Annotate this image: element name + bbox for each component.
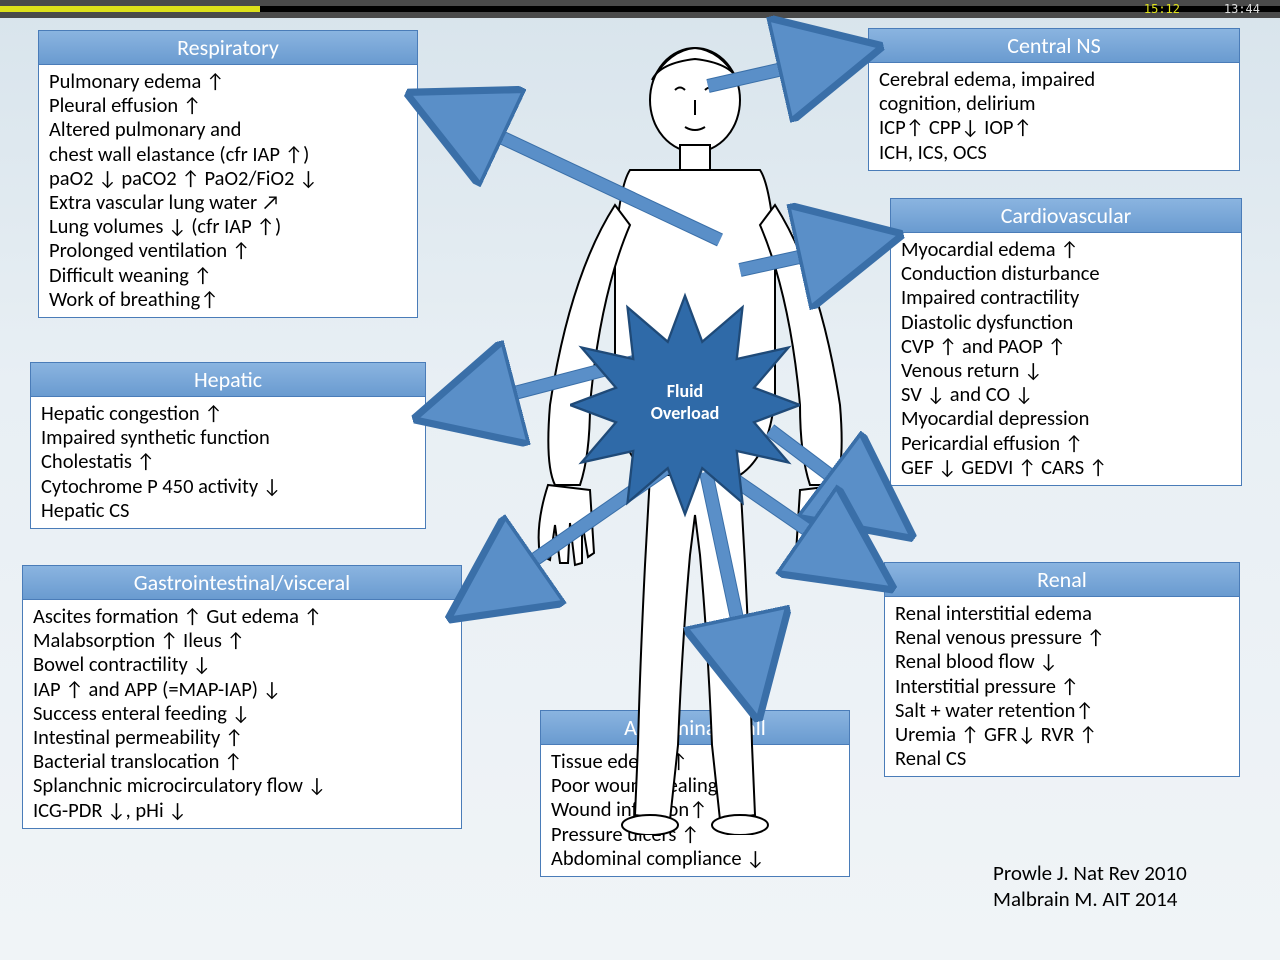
panel-line: Hepatic CS [41,498,415,522]
panel-header-renal: Renal [885,563,1239,597]
panel-line: Pulmonary edema ↑ [49,69,407,93]
citation-line: Malbrain M. AIT 2014 [993,886,1187,912]
panel-header-cardiovascular: Cardiovascular [891,199,1241,233]
panel-line: Renal CS [895,746,1229,770]
panel-header-hepatic: Hepatic [31,363,425,397]
panel-line: Pericardial effusion ↑ [901,431,1231,455]
panel-line: Bowel contractility ↓ [33,652,451,676]
fluid-overload-burst [570,290,800,520]
elapsed-time: 15:12 [1144,2,1180,16]
panel-line: ICG-PDR ↓, pHi ↓ [33,798,451,822]
panel-line: Pleural effusion ↑ [49,93,407,117]
panel-line: Myocardial edema ↑ [901,237,1231,261]
panel-line: Success enteral feeding ↓ [33,701,451,725]
panel-line: Renal interstitial edema [895,601,1229,625]
panel-line: Diastolic dysfunction [901,310,1231,334]
panel-line: Interstitial pressure ↑ [895,674,1229,698]
panel-line: ICH, ICS, OCS [879,140,1229,164]
panel-hepatic: Hepatic Hepatic congestion ↑Impaired syn… [30,362,426,529]
panel-line: Ascites formation ↑ Gut edema ↑ [33,604,451,628]
panel-line: Renal venous pressure ↑ [895,625,1229,649]
panel-line: Hepatic congestion ↑ [41,401,415,425]
panel-line: chest wall elastance (cfr IAP ↑) [49,142,407,166]
panel-line: Work of breathing↑ [49,287,407,311]
clock-time: 13:44 [1224,2,1260,16]
panel-line: Difficult weaning ↑ [49,263,407,287]
panel-line: Lung volumes ↓ (cfr IAP ↑) [49,214,407,238]
panel-line: SV ↓ and CO ↓ [901,382,1231,406]
panel-body-cardiovascular: Myocardial edema ↑Conduction disturbance… [891,233,1241,485]
citation-line: Prowle J. Nat Rev 2010 [993,860,1187,886]
panel-gi: Gastrointestinal/visceral Ascites format… [22,565,462,829]
panel-line: GEF ↓ GEDVI ↑ CARS ↑ [901,455,1231,479]
panel-renal: Renal Renal interstitial edemaRenal veno… [884,562,1240,777]
panel-line: Impaired synthetic function [41,425,415,449]
panel-body-gi: Ascites formation ↑ Gut edema ↑Malabsorp… [23,600,461,828]
panel-cardiovascular: Cardiovascular Myocardial edema ↑Conduct… [890,198,1242,486]
panel-cns: Central NS Cerebral edema, impairedcogni… [868,28,1240,171]
panel-line: Conduction disturbance [901,261,1231,285]
panel-line: Cholestatis ↑ [41,449,415,473]
panel-line: Renal blood flow ↓ [895,649,1229,673]
panel-line: Venous return ↓ [901,358,1231,382]
panel-line: Splanchnic microcirculatory flow ↓ [33,773,451,797]
panel-line: Cytochrome P 450 activity ↓ [41,474,415,498]
progress-remaining [260,6,1280,12]
panel-body-cns: Cerebral edema, impairedcognition, delir… [869,63,1239,170]
panel-line: Prolonged ventilation ↑ [49,238,407,262]
panel-line: Impaired contractility [901,285,1231,309]
panel-line: paO2 ↓ paCO2 ↑ PaO2/FiO2 ↓ [49,166,407,190]
panel-line: cognition, delirium [879,91,1229,115]
progress-played [0,6,260,12]
panel-line: Altered pulmonary and [49,117,407,141]
panel-line: Uremia ↑ GFR↓ RVR ↑ [895,722,1229,746]
panel-line: ICP↑ CPP↓ IOP↑ [879,115,1229,139]
panel-respiratory: Respiratory Pulmonary edema ↑Pleural eff… [38,30,418,318]
panel-body-hepatic: Hepatic congestion ↑Impaired synthetic f… [31,397,425,528]
panel-line: IAP ↑ and APP (=MAP-IAP) ↓ [33,677,451,701]
panel-line: Bacterial translocation ↑ [33,749,451,773]
panel-body-renal: Renal interstitial edemaRenal venous pre… [885,597,1239,776]
panel-header-respiratory: Respiratory [39,31,417,65]
panel-header-gi: Gastrointestinal/visceral [23,566,461,600]
panel-line: Malabsorption ↑ Ileus ↑ [33,628,451,652]
panel-line: Cerebral edema, impaired [879,67,1229,91]
panel-body-respiratory: Pulmonary edema ↑Pleural effusion ↑Alter… [39,65,417,317]
citations: Prowle J. Nat Rev 2010Malbrain M. AIT 20… [993,860,1187,912]
video-top-bar: 15:12 13:44 [0,0,1280,18]
panel-line: Salt + water retention↑ [895,698,1229,722]
panel-line: Myocardial depression [901,406,1231,430]
panel-line: CVP ↑ and PAOP ↑ [901,334,1231,358]
panel-line: Intestinal permeability ↑ [33,725,451,749]
panel-line: Extra vascular lung water ↗ [49,190,407,214]
panel-header-cns: Central NS [869,29,1239,63]
panel-line: Abdominal compliance ↓ [551,846,839,870]
